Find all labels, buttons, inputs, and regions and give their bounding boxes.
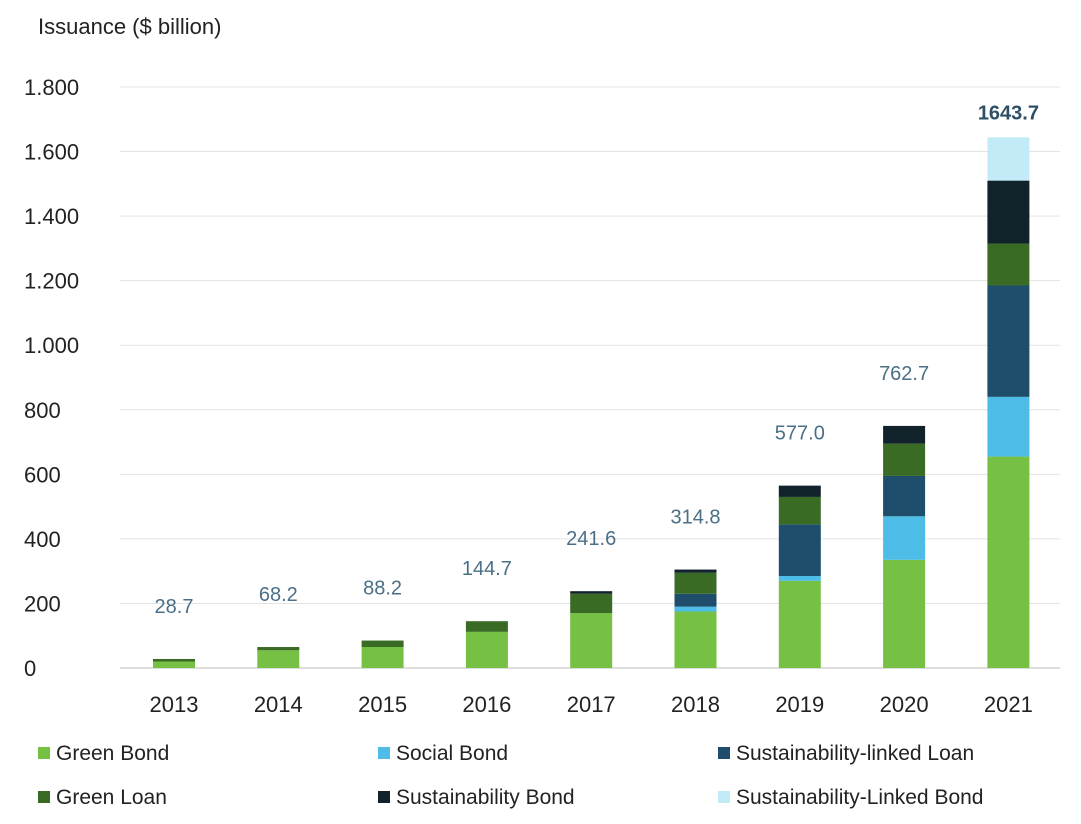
bar-segment xyxy=(361,647,404,668)
bar-segment xyxy=(257,650,300,668)
bar-segment xyxy=(570,613,613,668)
x-tick-label: 2020 xyxy=(880,692,929,717)
bar-segment xyxy=(883,425,926,444)
bar-segment xyxy=(883,475,926,517)
total-label: 314.8 xyxy=(670,507,720,529)
x-tick-label: 2018 xyxy=(671,692,720,717)
y-tick-label: 1.800 xyxy=(24,75,79,100)
bar-segment xyxy=(465,621,508,632)
legend-label: Sustainability-linked Loan xyxy=(736,742,974,765)
legend-label: Green Loan xyxy=(56,786,167,809)
legend-swatch xyxy=(718,791,730,803)
bar-segment xyxy=(778,496,821,525)
legend-label: Social Bond xyxy=(396,742,508,765)
bar-segment xyxy=(778,524,821,577)
bar-segment xyxy=(257,647,300,651)
bars xyxy=(153,137,1030,668)
legend-item: Green Bond xyxy=(38,742,169,765)
bar-segment xyxy=(778,485,821,497)
total-label: 68.2 xyxy=(259,584,298,606)
bar-segment xyxy=(153,661,195,668)
total-label: 144.7 xyxy=(462,558,512,580)
legend: Green Bond Social Bond Sustainability-link… xyxy=(38,742,984,809)
x-tick-label: 2016 xyxy=(462,692,511,717)
legend-swatch xyxy=(38,747,50,759)
y-tick-label: 800 xyxy=(24,398,61,423)
legend-label: Sustainability Bond xyxy=(396,786,575,809)
bar-segment xyxy=(778,576,821,581)
bar-segment xyxy=(987,180,1030,244)
y-tick-label: 1.000 xyxy=(24,333,79,358)
bar-segment xyxy=(987,456,1030,668)
bar-segment xyxy=(465,631,508,668)
x-tick-label: 2015 xyxy=(358,692,407,717)
x-tick-label: 2019 xyxy=(775,692,824,717)
legend-label: Green Bond xyxy=(56,742,169,765)
bar-segment xyxy=(674,572,717,594)
y-axis-label: Issuance ($ billion) xyxy=(38,14,221,39)
legend-swatch xyxy=(378,747,390,759)
y-tick-label: 0 xyxy=(24,656,36,681)
bar-segment xyxy=(778,580,821,668)
legend-swatch xyxy=(718,747,730,759)
x-tick-label: 2014 xyxy=(254,692,303,717)
bar-segment xyxy=(883,559,926,668)
bar-segment xyxy=(883,516,926,560)
y-tick-label: 600 xyxy=(24,462,61,487)
total-labels: 28.7 68.2 88.2 144.7 241.6 314.8 577.0 762.7 164… xyxy=(155,102,1039,618)
legend-label: Sustainability-Linked Bond xyxy=(736,786,984,809)
bar-segment xyxy=(674,606,717,612)
x-tick-label: 2013 xyxy=(150,692,199,717)
bar-segment xyxy=(674,569,717,573)
bar-segment xyxy=(987,285,1030,397)
legend-item: Green Loan xyxy=(38,786,167,809)
total-label: 577.0 xyxy=(775,423,825,445)
bar-segment xyxy=(674,611,717,668)
legend-swatch xyxy=(378,791,390,803)
legend-item: Sustainability-linked Loan xyxy=(718,742,974,765)
bar-segment xyxy=(153,658,195,662)
legend-swatch xyxy=(38,791,50,803)
y-tick-label: 400 xyxy=(24,527,61,552)
y-tick-label: 1.200 xyxy=(24,269,79,294)
total-label: 88.2 xyxy=(363,578,402,600)
legend-item: Sustainability Bond xyxy=(378,786,575,809)
total-label: 762.7 xyxy=(879,363,929,385)
bar-segment xyxy=(883,443,926,476)
gridlines xyxy=(120,86,1060,669)
bar-segment xyxy=(987,243,1030,286)
x-tick-label: 2017 xyxy=(567,692,616,717)
y-axis-ticks: 0 200 400 600 800 1.000 1.200 1.400 1.600 1.800 xyxy=(24,75,79,681)
legend-item: Sustainability-Linked Bond xyxy=(718,786,984,809)
legend-item: Social Bond xyxy=(378,742,508,765)
bar-segment xyxy=(987,396,1030,457)
y-tick-label: 1.600 xyxy=(24,140,79,165)
bar-segment xyxy=(570,593,613,614)
total-label: 241.6 xyxy=(566,528,616,550)
total-label: 1643.7 xyxy=(978,102,1039,124)
x-tick-label: 2021 xyxy=(984,692,1033,717)
total-label: 28.7 xyxy=(155,596,194,618)
x-axis-ticks: 2013 2014 2015 2016 2017 2018 2019 2020 2021 xyxy=(150,692,1033,717)
bar-segment xyxy=(674,593,717,607)
bar-segment xyxy=(570,591,613,594)
bar-segment xyxy=(361,640,404,648)
bar-segment xyxy=(987,137,1030,181)
y-tick-label: 1.400 xyxy=(24,204,79,229)
y-tick-label: 200 xyxy=(24,591,61,616)
